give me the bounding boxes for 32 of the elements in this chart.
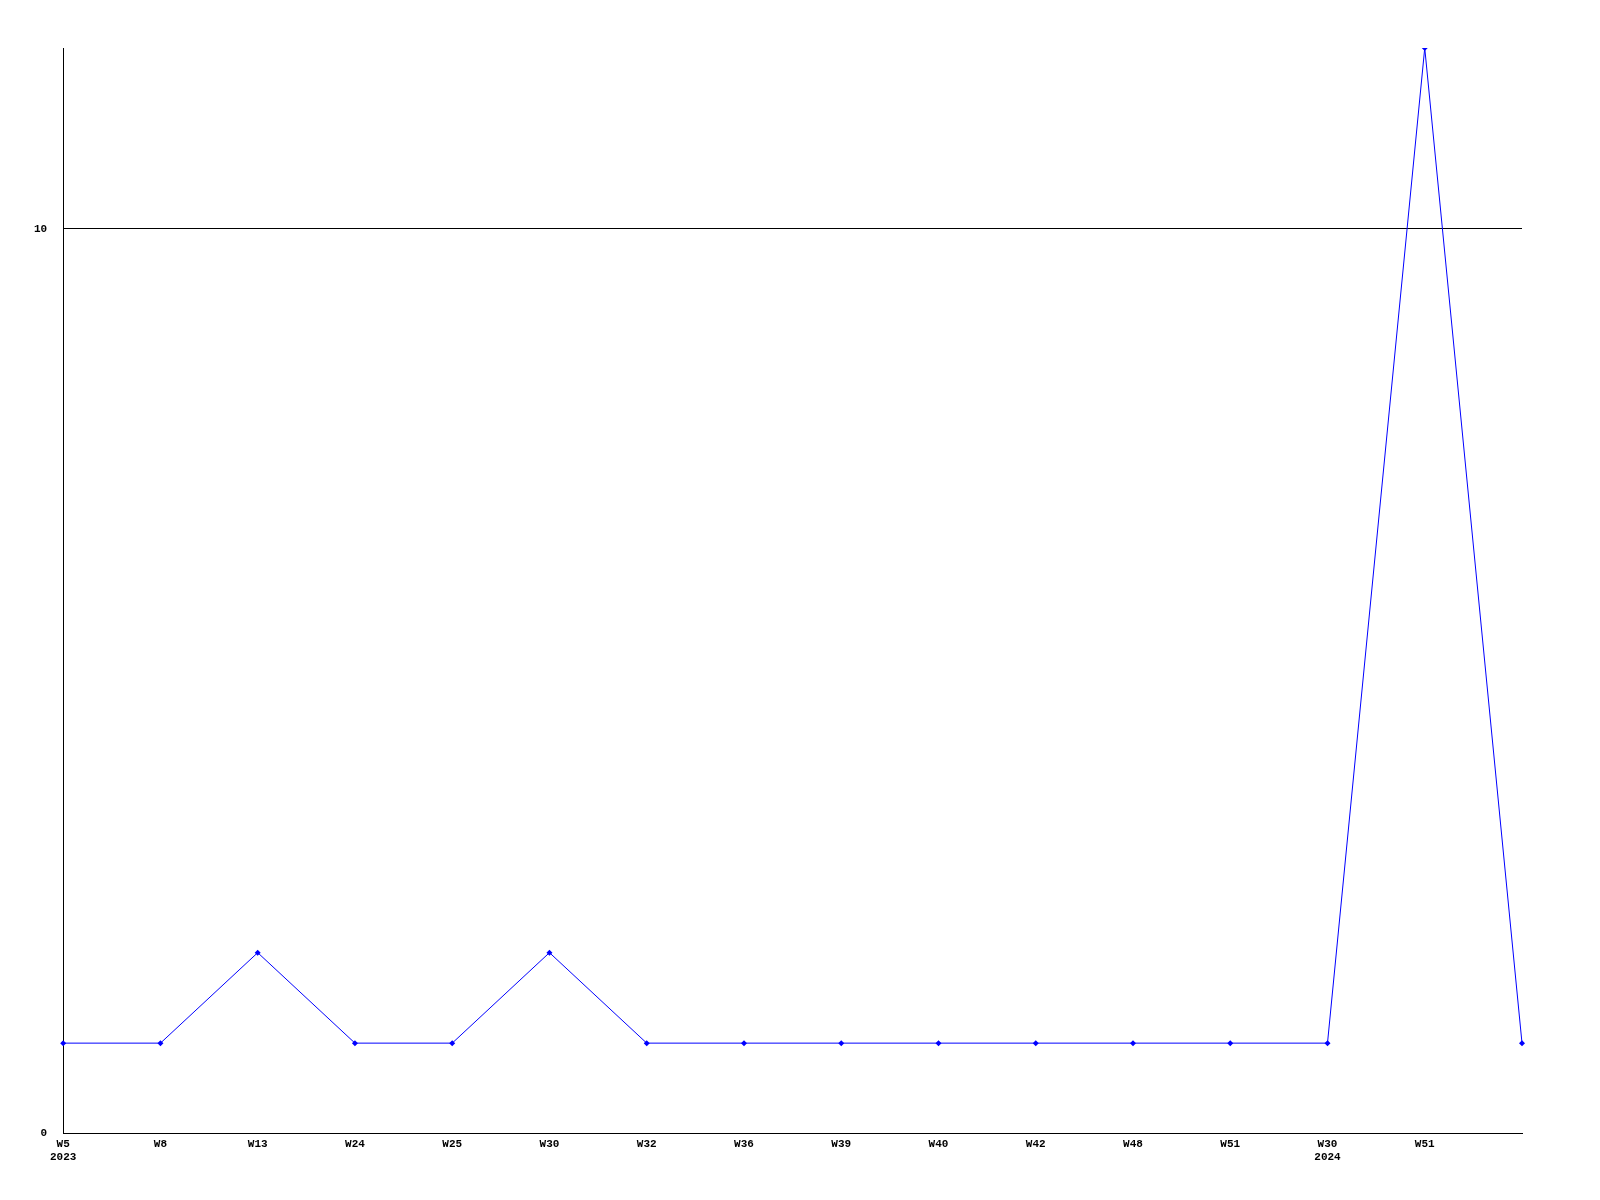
point bbox=[546, 949, 553, 956]
point bbox=[254, 949, 261, 956]
point bbox=[838, 1040, 845, 1047]
x-tick-label: W42 bbox=[1025, 1137, 1046, 1150]
x-tick-label: W48 bbox=[1123, 1137, 1144, 1150]
point bbox=[449, 1040, 456, 1047]
point bbox=[1324, 1040, 1331, 1047]
x-tick-label: W24 bbox=[345, 1137, 366, 1150]
point bbox=[935, 1040, 942, 1047]
x-tick-label: W30 2024 bbox=[1314, 1137, 1342, 1164]
point bbox=[1129, 1040, 1136, 1047]
x-tick-label: W39 bbox=[831, 1137, 852, 1150]
y-tick-label: 0 bbox=[40, 1127, 48, 1140]
x-tick-label: W32 bbox=[636, 1137, 657, 1150]
point bbox=[1519, 1040, 1525, 1047]
point bbox=[643, 1040, 650, 1047]
x-tick-label: W30 bbox=[539, 1137, 560, 1150]
point bbox=[1227, 1040, 1234, 1047]
x-tick-label: W51 bbox=[1414, 1137, 1436, 1150]
x-tick-label: W51 bbox=[1220, 1137, 1241, 1150]
point bbox=[60, 1040, 67, 1047]
x-tick-label: W25 bbox=[442, 1137, 463, 1150]
x-tick-label: W36 bbox=[734, 1137, 754, 1150]
point bbox=[351, 1040, 358, 1047]
point bbox=[740, 1040, 747, 1047]
point bbox=[157, 1040, 164, 1047]
point bbox=[1032, 1040, 1039, 1047]
y-tick-label: 10 bbox=[34, 222, 48, 235]
x-tick-label: W13 bbox=[247, 1137, 268, 1150]
x-tick-label: W8 bbox=[153, 1137, 168, 1150]
x-tick-label: W5 2023 bbox=[50, 1137, 77, 1164]
x-tick-label: W40 bbox=[928, 1137, 949, 1150]
